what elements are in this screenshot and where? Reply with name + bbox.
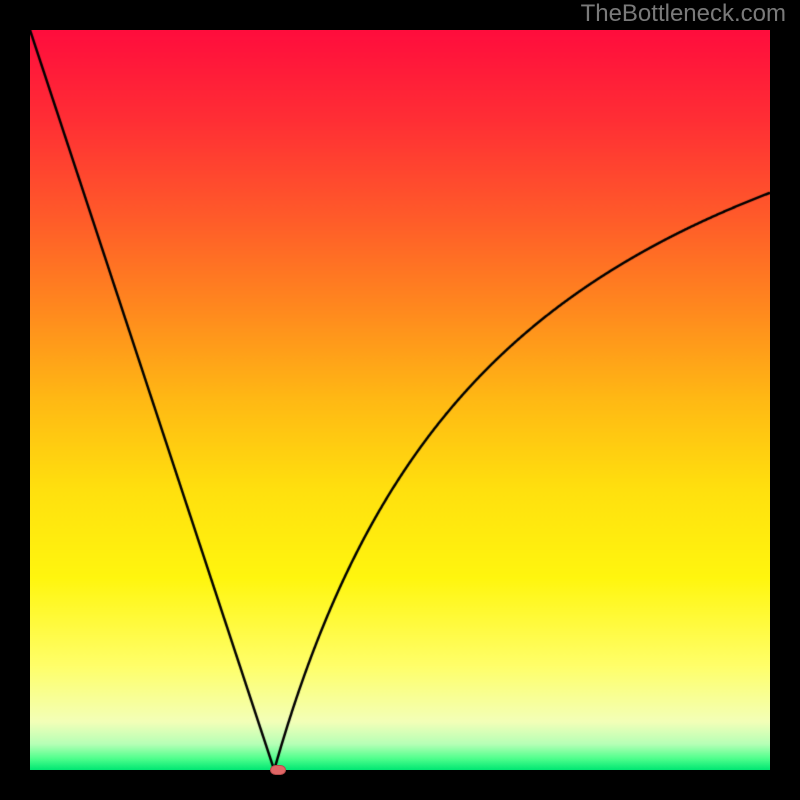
bottleneck-curve [30,30,770,770]
chart-stage: TheBottleneck.com [0,0,800,800]
minimum-marker [270,765,286,775]
watermark-label: TheBottleneck.com [581,0,786,28]
